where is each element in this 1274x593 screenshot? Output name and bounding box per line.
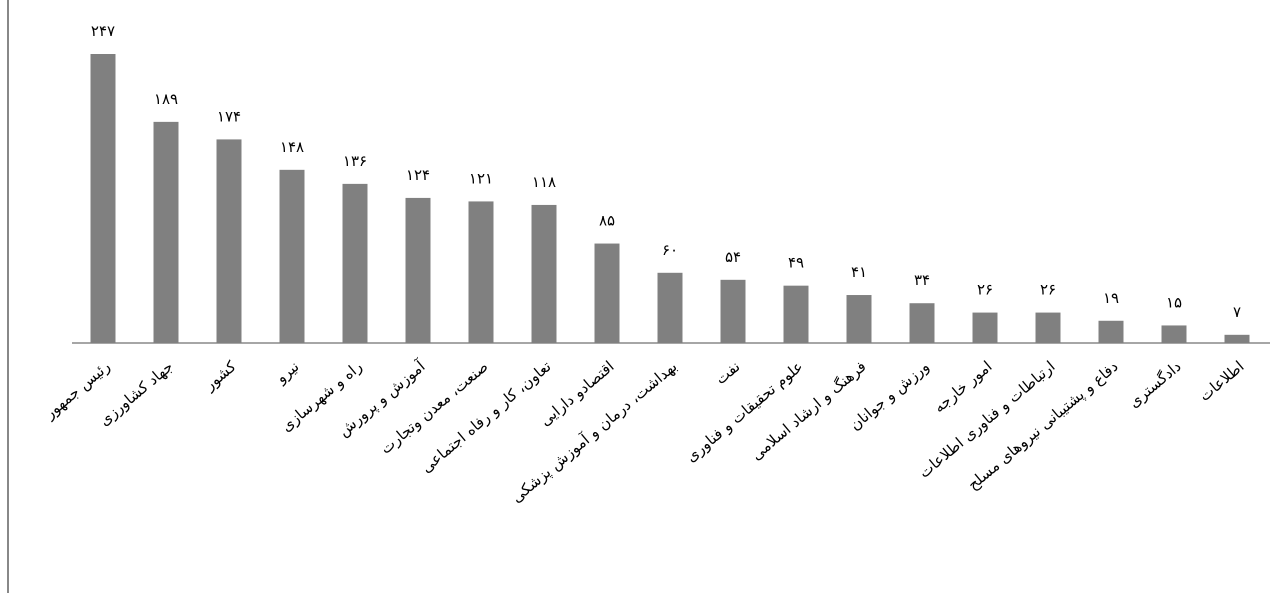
bar <box>1036 313 1061 343</box>
bar <box>280 170 305 343</box>
x-tick-label: نفت <box>712 357 744 388</box>
value-label: ۲۶ <box>1040 281 1056 299</box>
value-label: ۲۶ <box>977 281 993 299</box>
bar <box>973 313 998 343</box>
bar <box>847 295 872 343</box>
bar <box>532 205 557 343</box>
bar <box>343 184 368 343</box>
bar <box>910 303 935 343</box>
x-tick-label: فرهنگ و ارشاد اسلامی <box>747 357 869 464</box>
value-label: ۴۱ <box>851 263 867 281</box>
value-label: ۱۸۹ <box>154 90 178 108</box>
value-label: ۲۴۷ <box>91 22 115 40</box>
bar <box>595 244 620 343</box>
chart: ۲۴۷رئیس جمهور۱۸۹جهاد کشاورزی۱۷۴کشور۱۴۸نی… <box>0 0 1274 593</box>
bar <box>154 122 179 343</box>
x-tick-label: اطلاعات <box>1196 357 1248 405</box>
bar <box>1162 325 1187 343</box>
bar <box>721 280 746 343</box>
value-label: ۸۵ <box>599 212 615 230</box>
bar <box>1099 321 1124 343</box>
x-tick-label: کشور <box>200 357 240 395</box>
x-tick-label: نیرو <box>272 357 303 387</box>
bar <box>658 273 683 343</box>
x-tick-label: علوم تحقیقات و فناوری <box>682 357 806 465</box>
x-tick-label: دادگستری <box>1125 357 1185 411</box>
value-label: ۴۹ <box>788 254 804 272</box>
value-label: ۶۰ <box>662 241 678 259</box>
value-label: ۱۲۴ <box>406 166 430 184</box>
bar <box>91 54 116 343</box>
value-label: ۳۴ <box>914 271 930 289</box>
value-label: ۱۵ <box>1166 293 1182 311</box>
value-label: ۱۹ <box>1103 289 1119 307</box>
value-label: ۱۱۸ <box>532 173 556 191</box>
value-label: ۷ <box>1233 303 1241 321</box>
bar <box>217 139 242 343</box>
value-label: ۱۲۱ <box>469 169 493 187</box>
value-label: ۱۴۸ <box>280 138 304 156</box>
value-label: ۱۳۶ <box>343 152 367 170</box>
bar <box>1225 335 1250 343</box>
value-label: ۵۴ <box>725 248 741 266</box>
bar <box>784 286 809 343</box>
bar <box>406 198 431 343</box>
bar <box>469 201 494 343</box>
value-label: ۱۷۴ <box>217 107 241 125</box>
x-tick-label: صنعت، معدن وتجارت <box>377 357 492 457</box>
